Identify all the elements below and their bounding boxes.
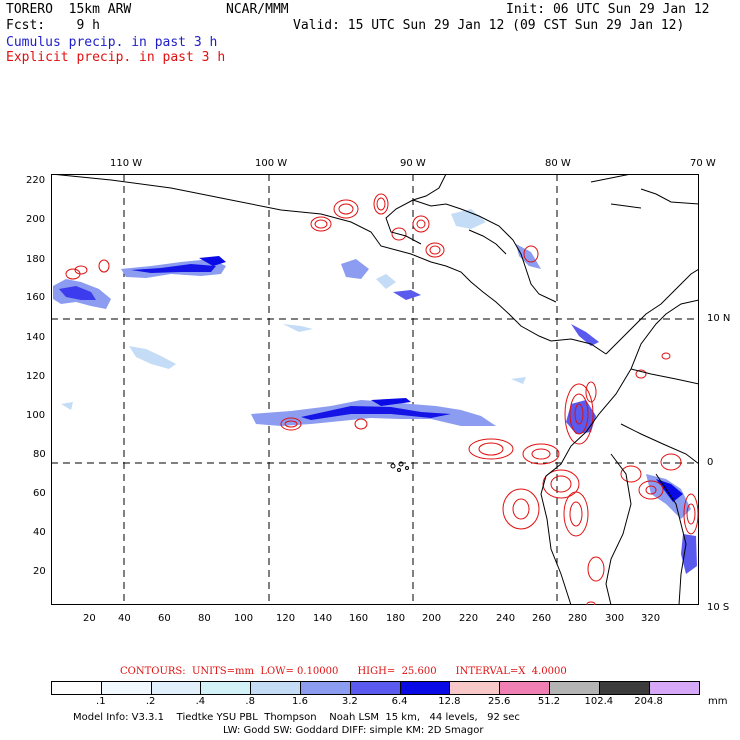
x-tick: 220 xyxy=(459,613,479,624)
colorbar-label: 3.2 xyxy=(341,696,358,707)
colorbar-swatch xyxy=(201,682,252,694)
colorbar-swatch xyxy=(450,682,501,694)
colorbar-swatch xyxy=(599,682,650,694)
colorbar-unit: mm xyxy=(708,696,728,707)
colorbar-swatch xyxy=(649,682,700,694)
cumulus-legend: Cumulus precip. in past 3 h xyxy=(6,35,218,50)
land-outlines xyxy=(51,174,699,605)
colorbar-swatch xyxy=(151,682,202,694)
map-frame xyxy=(51,174,699,605)
colorbar-swatch xyxy=(400,682,451,694)
colorbar-label: .4 xyxy=(195,696,206,707)
y-tick: 80 xyxy=(33,449,46,460)
lon-label-70w: 70 W xyxy=(690,158,716,169)
init-time: Init: 06 UTC Sun 29 Jan 12 xyxy=(506,2,710,17)
x-tick: 20 xyxy=(83,613,96,624)
y-tick: 120 xyxy=(26,371,46,382)
colorbar-label: 12.8 xyxy=(438,696,461,707)
x-tick: 300 xyxy=(605,613,625,624)
galapagos-islands xyxy=(390,461,409,472)
lat-label-10n: 10 N xyxy=(707,313,731,324)
colorbar-label: .8 xyxy=(245,696,255,707)
colorbar-label: .1 xyxy=(96,696,106,707)
model-title: TORERO 15km ARW xyxy=(6,2,132,17)
x-tick: 320 xyxy=(641,613,661,624)
x-tick: 280 xyxy=(568,613,588,624)
explicit-legend: Explicit precip. in past 3 h xyxy=(6,50,226,65)
model-info-physics: LW: Godd SW: Goddard DIFF: simple KM: 2D… xyxy=(223,725,484,736)
x-tick: 120 xyxy=(276,613,296,624)
colorbar xyxy=(51,681,701,695)
center-label: NCAR/MMM xyxy=(226,2,289,17)
y-tick: 200 xyxy=(26,214,46,225)
x-tick: 180 xyxy=(386,613,406,624)
colorbar-swatch xyxy=(52,682,102,694)
x-tick: 60 xyxy=(158,613,171,624)
explicit-precip-contours xyxy=(65,193,699,605)
x-tick: 40 xyxy=(118,613,131,624)
colorbar-label: 51.2 xyxy=(537,696,561,707)
lon-label-110w: 110 W xyxy=(110,158,143,169)
precip-map xyxy=(51,174,699,605)
x-tick: 240 xyxy=(496,613,516,624)
y-tick: 140 xyxy=(26,332,46,343)
lon-label-100w: 100 W xyxy=(255,158,288,169)
forecast-hour: Fcst: 9 h xyxy=(6,18,100,33)
colorbar-label: 1.6 xyxy=(292,696,308,707)
lat-label-10s: 10 S xyxy=(707,602,730,613)
model-info: Model Info: V3.3.1 Tiedtke YSU PBL Thomp… xyxy=(73,712,520,723)
valid-time: Valid: 15 UTC Sun 29 Jan 12 (09 CST Sun … xyxy=(293,18,685,33)
colorbar-swatch xyxy=(101,682,152,694)
y-tick: 20 xyxy=(33,566,46,577)
y-tick: 60 xyxy=(33,488,46,499)
contours-info: CONTOURS: UNITS=mm LOW= 0.10000 HIGH= 25… xyxy=(120,666,567,677)
colorbar-swatch xyxy=(251,682,301,694)
colorbar-label: 204.8 xyxy=(634,696,663,707)
x-tick: 200 xyxy=(422,613,442,624)
x-tick: 100 xyxy=(234,613,254,624)
colorbar-label: 102.4 xyxy=(584,696,614,707)
x-tick: 160 xyxy=(349,613,369,624)
colorbar-labels: .1 .2 .4 .8 1.6 3.2 6.4 12.8 25.6 51.2 102.4 204.8 xyxy=(51,696,701,708)
x-tick: 80 xyxy=(198,613,211,624)
x-tick: 140 xyxy=(313,613,333,624)
colorbar-label: .2 xyxy=(145,696,156,707)
colorbar-label: 6.4 xyxy=(391,696,408,707)
lat-label-0: 0 xyxy=(707,457,714,468)
cumulus-precip-areas xyxy=(53,209,697,574)
y-tick: 100 xyxy=(26,410,46,421)
colorbar-swatch xyxy=(300,682,351,694)
colorbar-swatch xyxy=(549,682,600,694)
y-tick: 180 xyxy=(26,254,46,265)
x-tick: 260 xyxy=(532,613,552,624)
y-tick: 40 xyxy=(33,527,46,538)
colorbar-swatch xyxy=(350,682,401,694)
y-tick: 160 xyxy=(26,292,46,303)
colorbar-swatch xyxy=(500,682,550,694)
graticule xyxy=(51,174,699,605)
y-tick: 220 xyxy=(26,175,46,186)
lon-label-90w: 90 W xyxy=(400,158,426,169)
colorbar-label: 25.6 xyxy=(488,696,511,707)
lon-label-80w: 80 W xyxy=(545,158,571,169)
